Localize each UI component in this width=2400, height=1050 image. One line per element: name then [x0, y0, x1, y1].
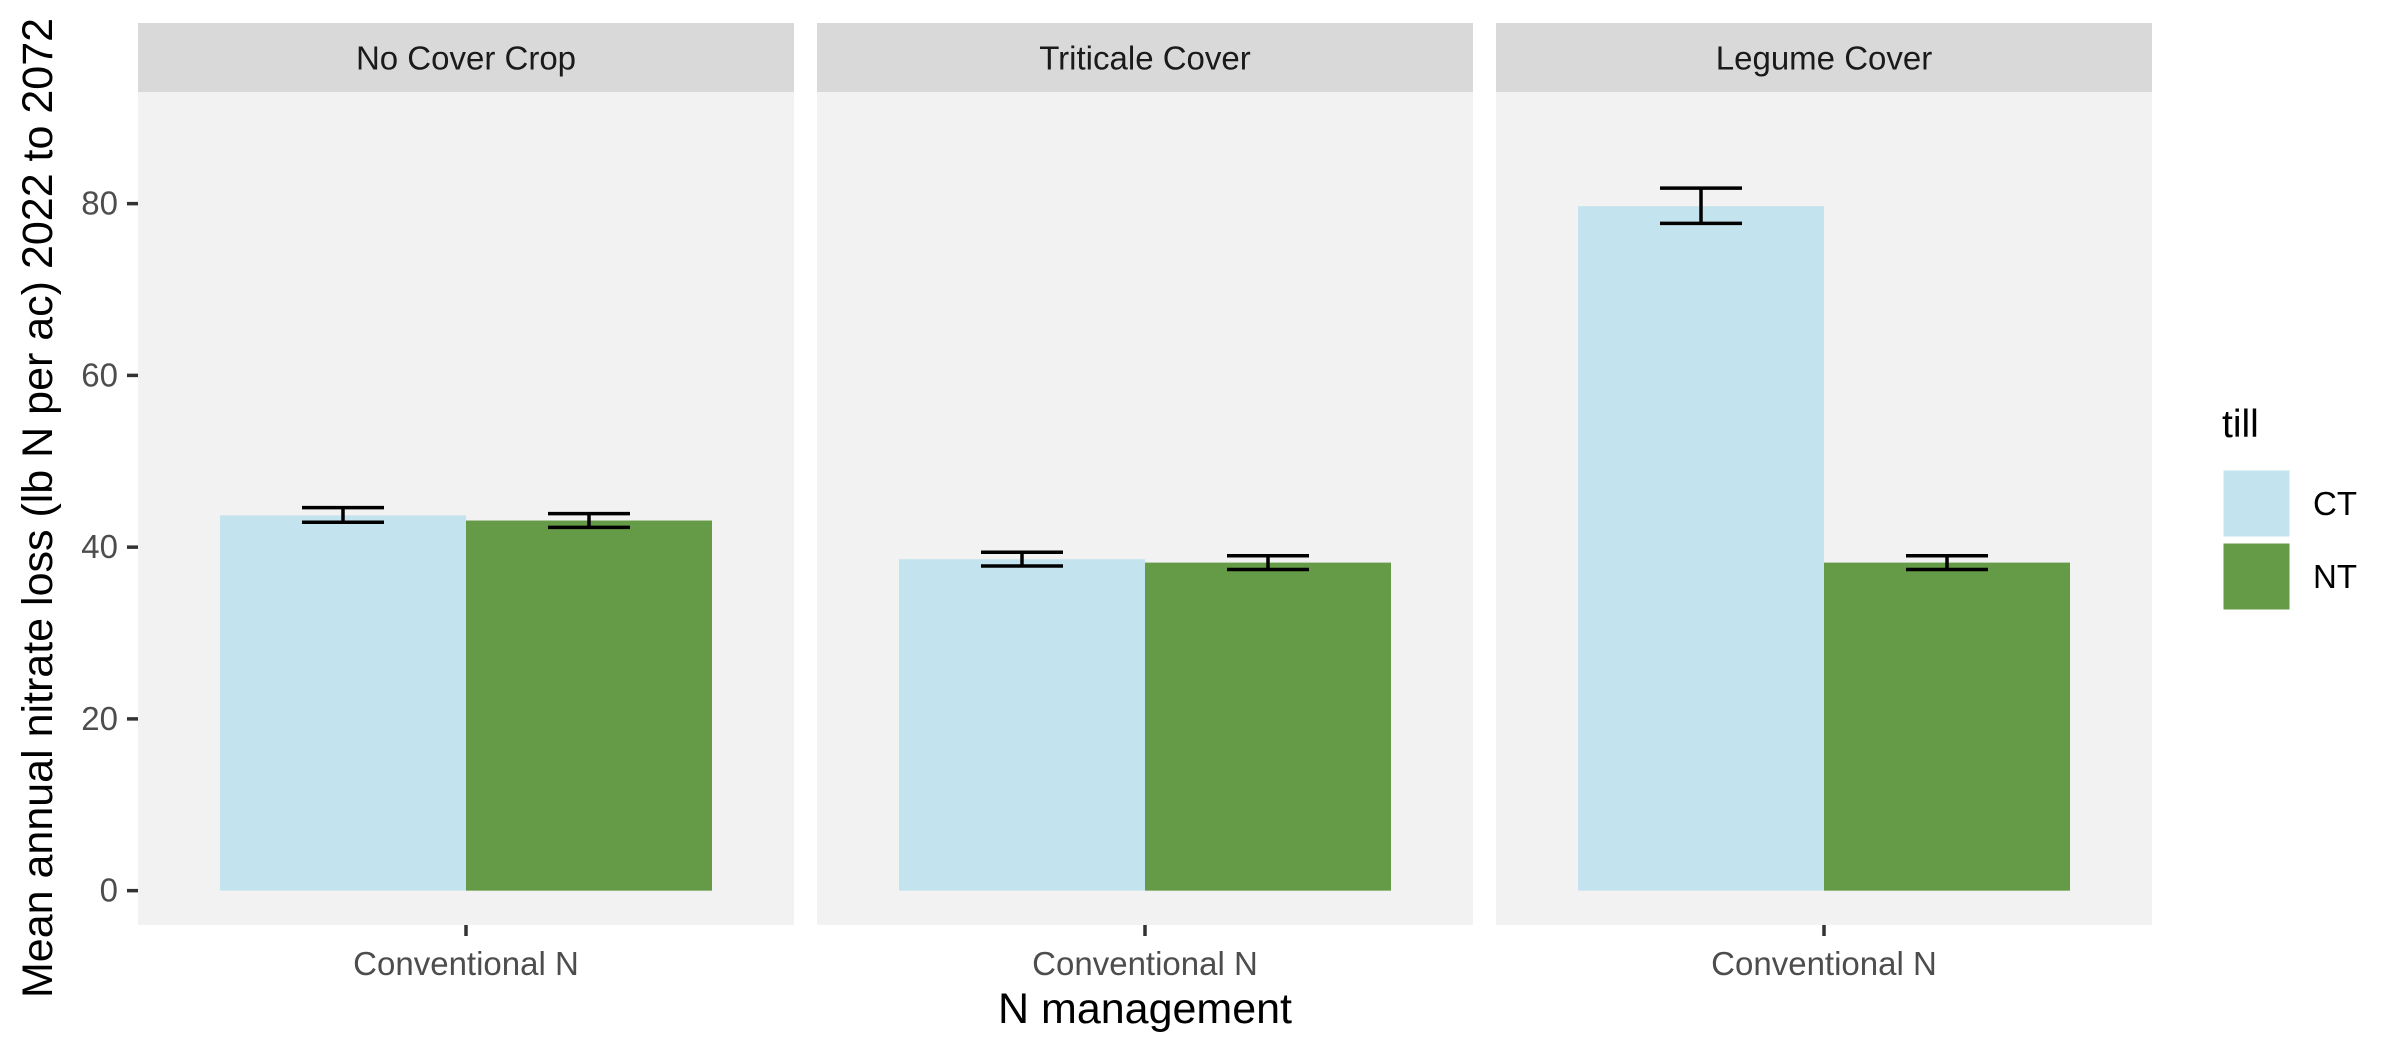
- facet-strip: [138, 23, 794, 92]
- bar-nt: [1824, 562, 2070, 891]
- bar-nt: [466, 520, 712, 891]
- facet-strip-label: Triticale Cover: [1039, 40, 1251, 77]
- y-tick-label: 20: [81, 700, 118, 737]
- bar-ct: [899, 559, 1145, 891]
- legend-title: till: [2222, 403, 2259, 446]
- panel-legume-cover: Legume Cover Conventional N: [1496, 23, 2152, 982]
- y-tick-label: 80: [81, 185, 118, 222]
- y-tick-label: 40: [81, 528, 118, 565]
- bar-ct: [1578, 206, 1824, 891]
- error-bar-nt: [1227, 553, 1309, 572]
- x-tick-label: Conventional N: [1711, 945, 1937, 982]
- bar-nt: [1145, 562, 1391, 891]
- y-tick-label: 0: [100, 872, 118, 909]
- x-tick-label: Conventional N: [1032, 945, 1258, 982]
- error-bar-ct: [981, 550, 1063, 568]
- legend-label-ct: CT: [2313, 485, 2357, 522]
- facet-strip: [817, 23, 1473, 92]
- legend: till CT NT: [2220, 403, 2357, 613]
- panel-no-cover-crop: No Cover Crop Conventional N: [138, 23, 794, 982]
- facet-strip-label: Legume Cover: [1716, 40, 1932, 77]
- panel-triticale-cover: Triticale Cover Conventional N: [817, 23, 1473, 982]
- facet-strip-label: No Cover Crop: [356, 40, 576, 77]
- error-bar-nt: [1906, 553, 1988, 572]
- x-axis-title: N management: [998, 985, 1292, 1033]
- bar-ct: [220, 515, 466, 891]
- y-axis: 0 20 40 60 80: [81, 185, 138, 909]
- error-bar-ct: [1660, 186, 1742, 226]
- legend-key-nt: [2220, 540, 2293, 613]
- legend-label-nt: NT: [2313, 558, 2357, 595]
- y-axis-title: Mean annual nitrate loss (lb N per ac) 2…: [14, 18, 62, 998]
- y-tick-label: 60: [81, 356, 118, 393]
- x-tick-label: Conventional N: [353, 945, 579, 982]
- facet-strip: [1496, 23, 2152, 92]
- legend-key-ct: [2220, 467, 2293, 540]
- error-bar-ct: [302, 505, 384, 524]
- error-bar-nt: [548, 511, 630, 530]
